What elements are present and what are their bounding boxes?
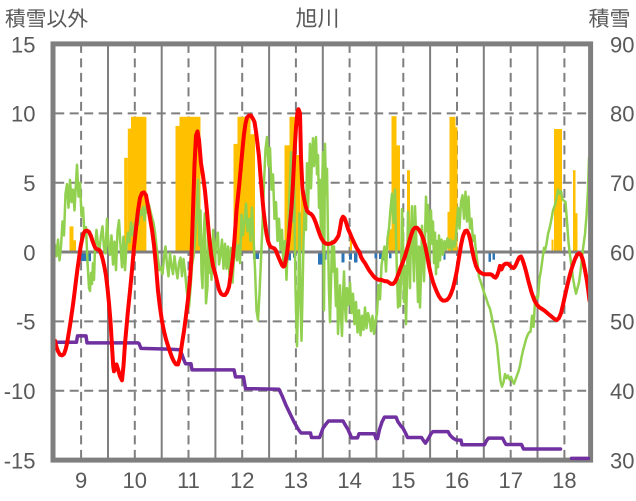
svg-text:90: 90 [610, 32, 634, 57]
svg-text:70: 70 [610, 171, 634, 196]
svg-text:5: 5 [23, 171, 35, 196]
svg-text:11: 11 [177, 468, 200, 493]
svg-text:0: 0 [23, 240, 35, 265]
svg-text:80: 80 [610, 102, 634, 127]
svg-text:15: 15 [11, 32, 35, 57]
svg-text:60: 60 [610, 240, 634, 265]
svg-text:10: 10 [123, 468, 147, 493]
svg-text:16: 16 [445, 468, 469, 493]
svg-text:40: 40 [610, 379, 634, 404]
svg-text:17: 17 [498, 468, 522, 493]
svg-text:50: 50 [610, 310, 634, 335]
svg-text:9: 9 [75, 468, 87, 493]
svg-text:13: 13 [284, 468, 308, 493]
svg-text:-15: -15 [4, 448, 36, 473]
svg-text:-10: -10 [4, 379, 36, 404]
svg-text:10: 10 [11, 102, 35, 127]
svg-text:30: 30 [610, 448, 634, 473]
svg-text:18: 18 [552, 468, 576, 493]
svg-text:15: 15 [391, 468, 415, 493]
svg-text:-5: -5 [16, 310, 36, 335]
svg-text:12: 12 [230, 468, 254, 493]
svg-text:14: 14 [337, 468, 361, 493]
